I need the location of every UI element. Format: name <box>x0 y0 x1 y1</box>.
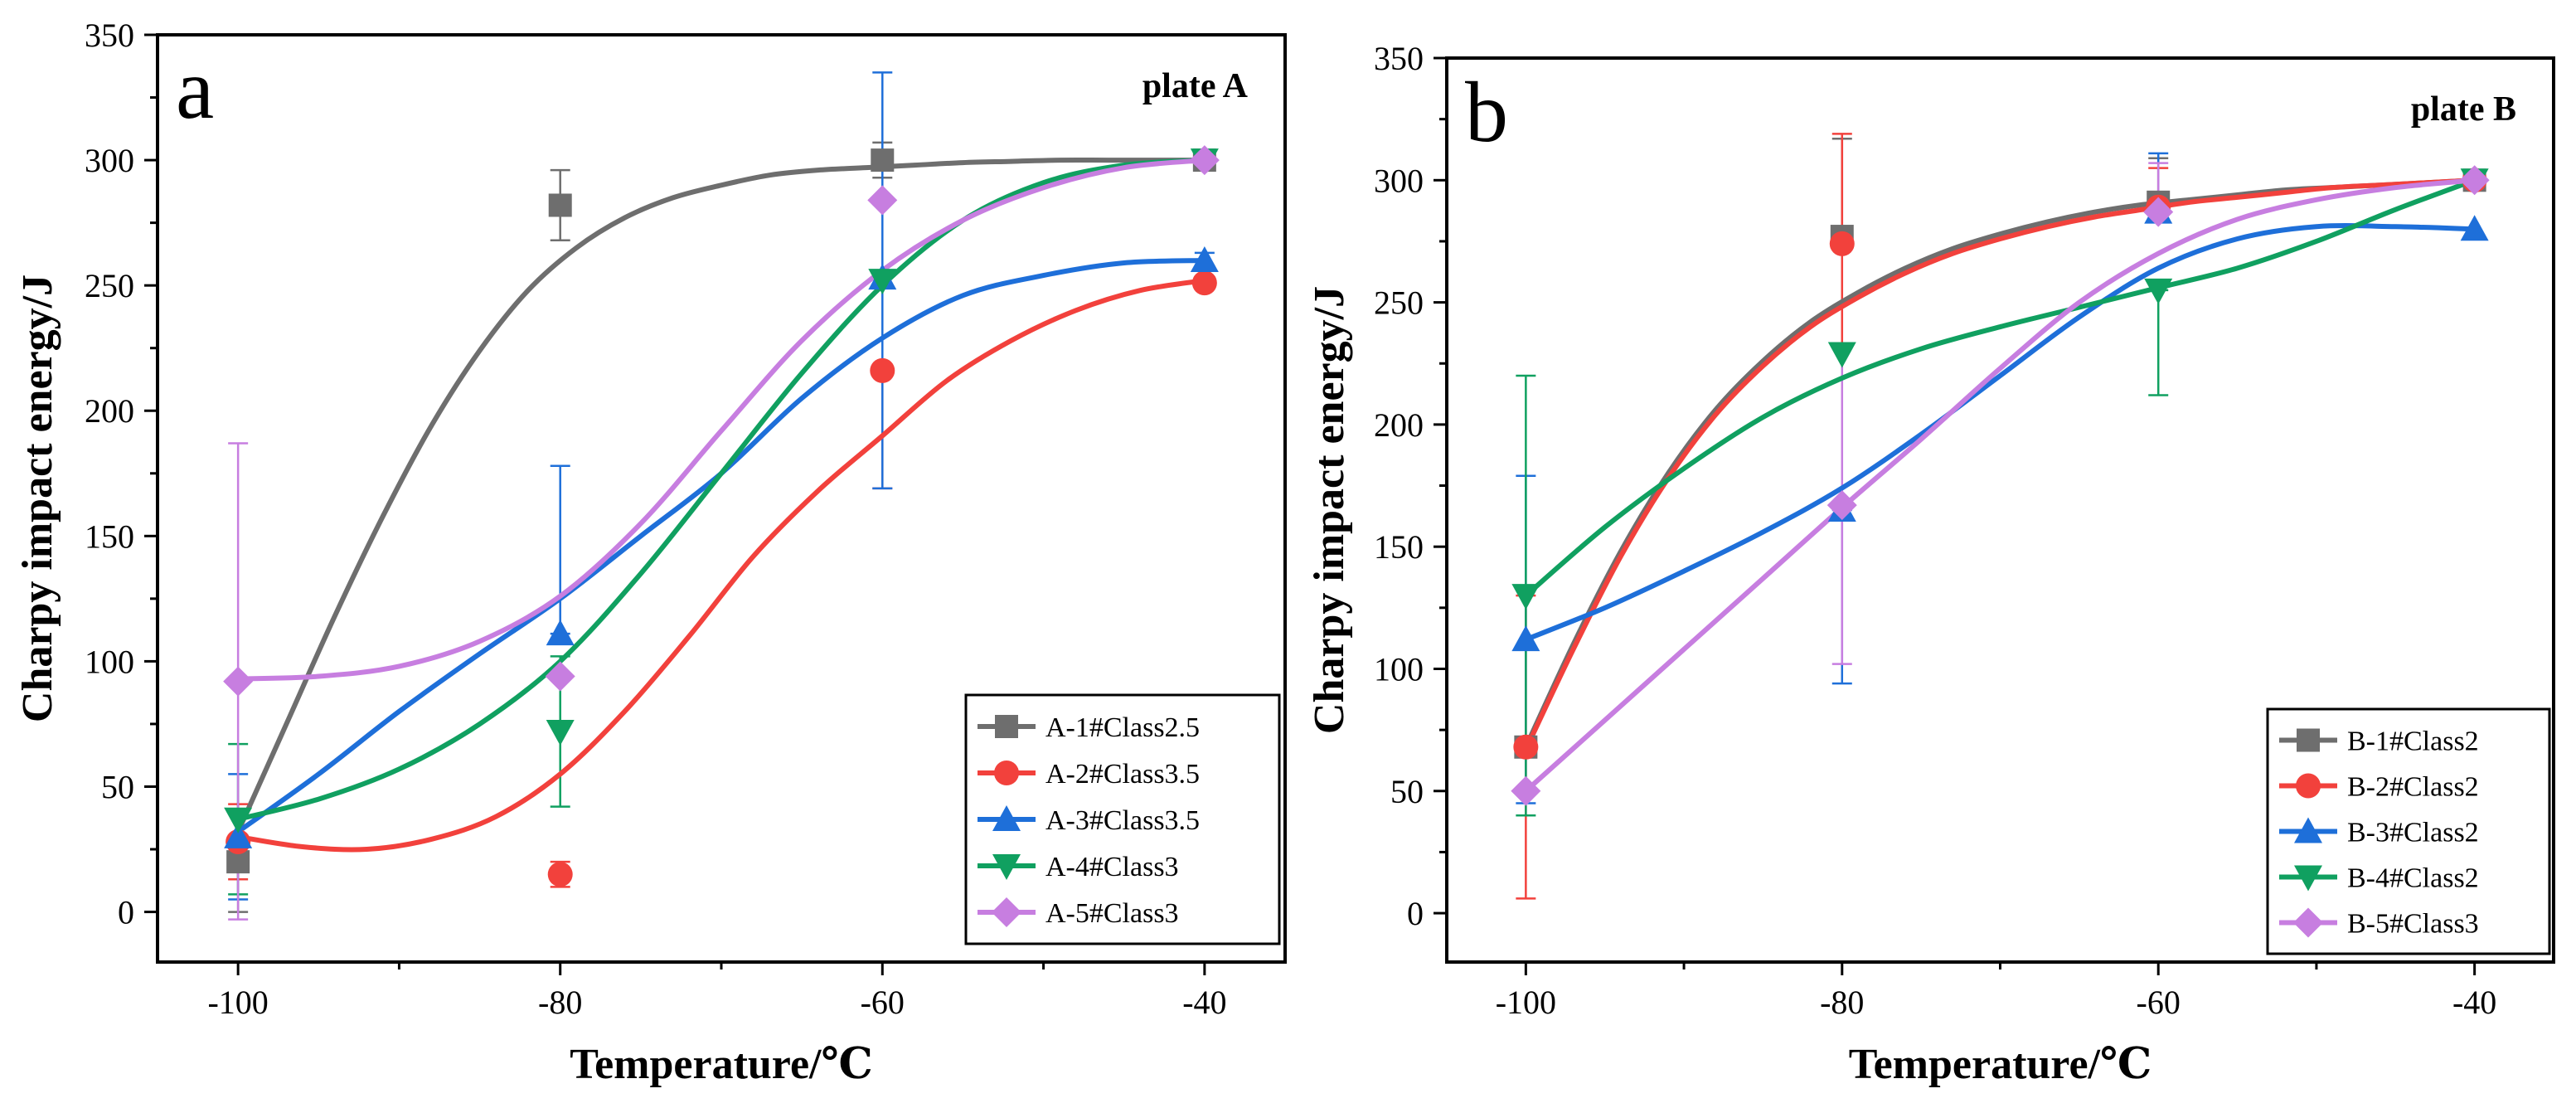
x-tick-label: -40 <box>2452 984 2496 1021</box>
data-point-A-3#Class3.5 <box>224 822 253 848</box>
data-point-A-5#Class3 <box>545 661 575 692</box>
legend-marker <box>994 761 1019 785</box>
x-axis-title: Temperature/℃ <box>1849 1041 2152 1088</box>
y-tick-label: 50 <box>101 768 134 805</box>
data-point-A-4#Class3 <box>868 269 897 295</box>
legend-label: B-2#Class2 <box>2347 772 2479 803</box>
x-tick-label: -100 <box>207 984 268 1021</box>
legend-label: A-1#Class2.5 <box>1045 712 1200 743</box>
data-point-B-4#Class2 <box>2144 278 2173 304</box>
legend-label: B-5#Class3 <box>2347 909 2479 940</box>
data-point-A-5#Class3 <box>1189 145 1220 176</box>
panel-b: -100 -80 -60 -40 0 50 100 150 200 250 300 350 Temper… <box>1306 40 2555 1088</box>
data-point-A-4#Class3 <box>546 720 575 746</box>
data-point-A-4#Class3 <box>224 807 253 833</box>
legend-label: A-2#Class3.5 <box>1045 759 1200 790</box>
data-point-A-5#Class3 <box>867 185 898 216</box>
y-axis-title: Charpy impact energy/J <box>14 275 61 722</box>
data-point-B-5#Class3 <box>2459 165 2490 196</box>
y-tick-label: 0 <box>1407 895 1424 932</box>
x-tick-label: -80 <box>1820 984 1864 1021</box>
data-point-A-3#Class3.5 <box>546 620 575 646</box>
y-tick-label: 150 <box>1374 528 1424 566</box>
data-point-B-4#Class2 <box>1827 342 1856 368</box>
data-point-B-5#Class3 <box>1511 775 1541 806</box>
x-tick-label: -60 <box>861 984 905 1021</box>
y-tick-label: 300 <box>1374 162 1424 199</box>
legend-marker <box>2296 773 2321 799</box>
y-tick-label: 350 <box>85 17 134 54</box>
y-axis-title: Charpy impact energy/J <box>1306 286 1353 734</box>
legend: B-1#Class2 B-2#Class2 B-3#Class2 B-4#Class2… <box>2266 707 2551 955</box>
fit-curve-A-1#Class2.5 <box>235 157 1207 834</box>
x-tick-label: -40 <box>1182 984 1226 1021</box>
x-tick-label: -100 <box>1496 984 1556 1021</box>
legend-marker <box>2293 907 2323 938</box>
legend-label: A-4#Class3 <box>1045 852 1179 882</box>
data-point-A-5#Class3 <box>223 666 254 697</box>
panel-letter: b <box>1465 65 1508 160</box>
legend-marker <box>2297 728 2320 752</box>
data-point-B-5#Class3 <box>2143 197 2174 227</box>
data-point-A-1#Class2.5 <box>548 193 572 217</box>
data-point-A-1#Class2.5 <box>871 148 895 173</box>
y-tick-label: 300 <box>85 142 134 179</box>
data-point-B-3#Class2 <box>1511 625 1540 652</box>
panel-a: -100 -80 -60 -40 0 50 100 150 200 250 300 350 Temper… <box>14 17 1287 1088</box>
y-tick-label: 150 <box>85 518 134 555</box>
panel-title: plate A <box>1142 67 1249 105</box>
data-point-A-2#Class3.5 <box>1191 270 1217 296</box>
x-axis-title: Temperature/℃ <box>570 1041 873 1088</box>
data-point-A-2#Class3.5 <box>547 862 573 887</box>
x-tick-label: -60 <box>2137 984 2181 1021</box>
y-tick-label: 250 <box>1374 284 1424 322</box>
y-tick-label: 0 <box>118 894 134 931</box>
data-point-B-2#Class2 <box>1513 734 1539 760</box>
fit-curve-B-4#Class2 <box>1523 177 2477 599</box>
y-tick-label: 200 <box>85 392 134 430</box>
y-tick-label: 50 <box>1390 773 1424 810</box>
legend-marker <box>992 897 1021 927</box>
y-tick-label: 350 <box>1374 40 1424 77</box>
legend: A-1#Class2.5 A-2#Class3.5 A-3#Class3.5 A-4#… <box>964 693 1281 945</box>
legend-marker <box>992 805 1021 831</box>
y-tick-label: 200 <box>1374 406 1424 444</box>
legend-label: B-4#Class2 <box>2347 863 2479 894</box>
legend-marker <box>992 854 1021 880</box>
legend-label: A-3#Class3.5 <box>1045 805 1200 836</box>
fit-curve-A-5#Class3 <box>235 158 1207 682</box>
data-point-B-3#Class2 <box>2460 215 2489 241</box>
x-tick-label: -80 <box>538 984 582 1021</box>
data-point-A-2#Class3.5 <box>870 357 895 383</box>
panel-letter: a <box>176 41 214 137</box>
legend-label: B-1#Class2 <box>2347 727 2479 757</box>
data-point-B-5#Class3 <box>1826 490 1857 521</box>
y-tick-label: 250 <box>85 267 134 304</box>
y-tick-label: 100 <box>1374 650 1424 688</box>
panel-title: plate B <box>2411 90 2516 129</box>
legend-label: B-3#Class2 <box>2347 818 2479 848</box>
legend-marker <box>2294 817 2322 843</box>
legend-label: A-5#Class3 <box>1045 898 1179 929</box>
fit-curve-B-3#Class2 <box>1523 223 2477 643</box>
data-point-B-2#Class2 <box>1829 231 1855 256</box>
fit-curve-A-4#Class3 <box>235 158 1207 822</box>
legend-marker <box>995 715 1018 738</box>
data-point-A-3#Class3.5 <box>1190 245 1219 272</box>
y-tick-label: 100 <box>85 643 134 680</box>
fit-curve-B-2#Class2 <box>1523 177 2477 752</box>
fit-curve-A-2#Class3.5 <box>235 278 1207 853</box>
fit-curve-B-5#Class3 <box>1523 177 2477 794</box>
legend-marker <box>2294 865 2322 892</box>
data-point-B-4#Class2 <box>1511 584 1540 610</box>
